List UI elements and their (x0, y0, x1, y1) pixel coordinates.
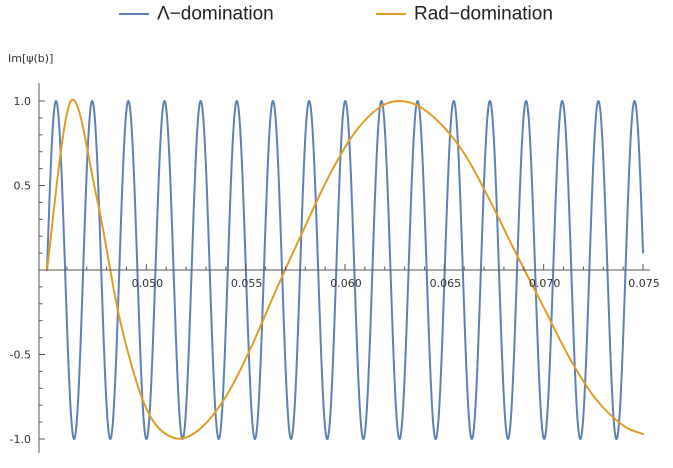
legend-label-2: Rad−domination (414, 4, 553, 25)
legend: Λ−domination Rad−domination (119, 4, 553, 25)
series-layer (46, 98, 644, 440)
y-tick-label: -0.5 (10, 349, 31, 362)
y-tick-label: -1.0 (10, 433, 31, 446)
series-line-1 (46, 100, 644, 440)
legend-label-1: Λ−domination (157, 4, 274, 25)
x-tick-label: 0.075 (628, 277, 660, 290)
series-line-2 (46, 98, 644, 440)
y-tick-label: 0.5 (14, 180, 32, 193)
x-tick-label: 0.055 (231, 277, 263, 290)
y-tick-label: 1.0 (14, 95, 32, 108)
y-axis-title: Im[ψ(b)] (8, 52, 53, 65)
x-tick-label: 0.060 (330, 277, 362, 290)
x-tick-label: 0.065 (430, 277, 462, 290)
axes-layer: 0.050 0.055 0.060 0.065 0.070 0.075 -1.0 -0.5 0.… (10, 83, 660, 453)
x-tick-label: 0.050 (132, 277, 164, 290)
x-tick-label: 0.070 (529, 277, 561, 290)
